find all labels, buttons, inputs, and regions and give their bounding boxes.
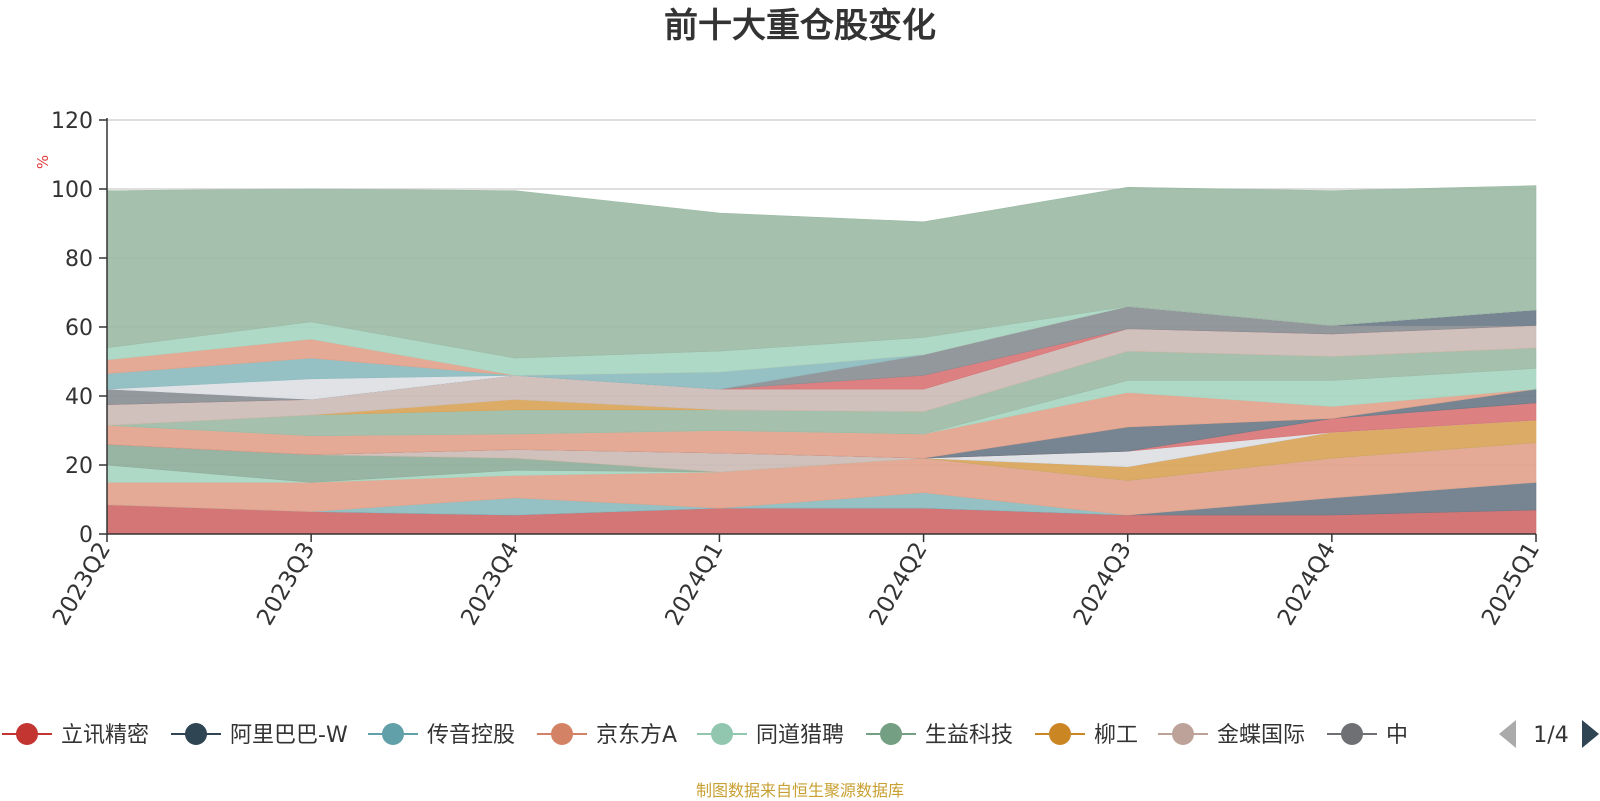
x-tick-label: 2023Q4	[456, 538, 524, 630]
legend-label: 京东方A	[596, 723, 677, 748]
x-tick-label: 2024Q4	[1273, 538, 1341, 630]
legend-marker-icon	[16, 723, 38, 745]
legend-label: 同道猎聘	[756, 723, 844, 748]
x-tick-label: 2023Q3	[252, 538, 320, 630]
legend-item-4[interactable]: 同道猎聘	[697, 723, 844, 748]
legend-marker-icon	[1049, 723, 1071, 745]
legend-label: 柳工	[1094, 723, 1138, 748]
y-tick-label: 120	[51, 109, 93, 134]
legend-item-0[interactable]: 立讯精密	[2, 723, 149, 748]
y-tick-label: 0	[79, 523, 93, 548]
legend-marker-icon	[1341, 723, 1363, 745]
legend-marker-icon	[711, 723, 733, 745]
legend-item-1[interactable]: 阿里巴巴-W	[171, 723, 348, 748]
legend-next-page-icon[interactable]	[1582, 720, 1599, 748]
legend-item-5[interactable]: 生益科技	[866, 723, 1013, 748]
legend-marker-icon	[185, 723, 207, 745]
x-tick-label: 2024Q1	[660, 538, 728, 630]
x-tick-label: 2023Q2	[48, 538, 116, 630]
area-series-24	[106, 185, 1537, 359]
x-tick-label: 2024Q3	[1069, 538, 1137, 630]
legend-label: 立讯精密	[61, 723, 149, 748]
legend-marker-icon	[1172, 723, 1194, 745]
y-tick-label: 100	[51, 178, 93, 203]
y-tick-label: 60	[65, 316, 93, 341]
legend-item-6[interactable]: 柳工	[1035, 723, 1138, 748]
legend-marker-icon	[382, 723, 404, 745]
legend: 立讯精密 阿里巴巴-W 传音控股 京东方A 同道猎聘 生益科技 柳工 金蝶国际 中 1/4	[2, 720, 1599, 748]
y-axis-unit-label: %	[34, 155, 52, 169]
area-series-group	[106, 185, 1537, 535]
legend-marker-icon	[880, 723, 902, 745]
y-tick-label: 20	[65, 454, 93, 479]
data-source-note: 制图数据来自恒生聚源数据库	[695, 781, 904, 800]
legend-marker-icon	[551, 723, 573, 745]
legend-prev-page-icon[interactable]	[1499, 720, 1516, 748]
legend-item-7[interactable]: 金蝶国际	[1158, 723, 1305, 748]
y-tick-label: 40	[65, 385, 93, 410]
legend-label: 金蝶国际	[1217, 723, 1305, 748]
legend-item-2[interactable]: 传音控股	[368, 723, 515, 748]
legend-label: 阿里巴巴-W	[230, 723, 348, 748]
legend-label: 生益科技	[925, 723, 1013, 748]
chart-title: 前十大重仓股变化	[664, 6, 936, 46]
y-tick-label: 80	[65, 247, 93, 272]
legend-item-8[interactable]: 中	[1327, 723, 1408, 748]
legend-page-indicator: 1/4	[1533, 723, 1568, 748]
legend-item-3[interactable]: 京东方A	[537, 723, 677, 748]
x-tick-label: 2024Q2	[865, 538, 933, 630]
x-tick-label: 2025Q1	[1477, 538, 1545, 630]
legend-label: 传音控股	[427, 723, 515, 748]
legend-label: 中	[1386, 723, 1408, 748]
